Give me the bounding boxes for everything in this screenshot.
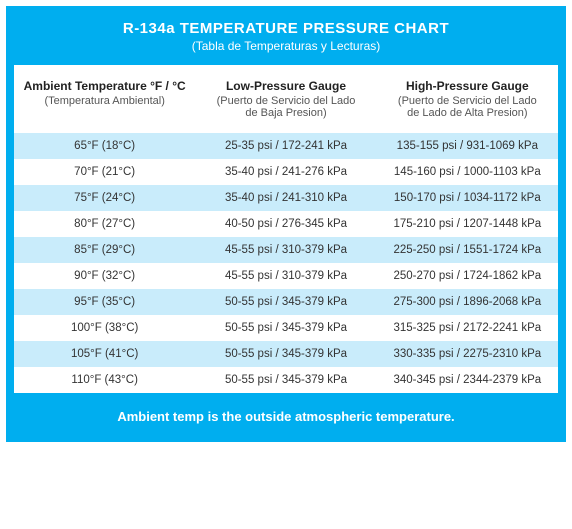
col-title: High-Pressure Gauge [406,79,529,93]
cell-temp: 90°F (32°C) [14,263,195,289]
cell-low: 50-55 psi / 345-379 kPa [195,367,376,393]
cell-high: 340-345 psi / 2344-2379 kPa [377,367,558,393]
cell-high: 330-335 psi / 2275-2310 kPa [377,341,558,367]
cell-temp: 105°F (41°C) [14,341,195,367]
col-title: Low-Pressure Gauge [226,79,346,93]
cell-temp: 100°F (38°C) [14,315,195,341]
footer-text: Ambient temp is the outside atmospheric … [117,409,454,424]
cell-high: 145-160 psi / 1000-1103 kPa [377,159,558,185]
cell-low: 25-35 psi / 172-241 kPa [195,133,376,159]
chart-subtitle: (Tabla de Temperaturas y Lecturas) [16,39,556,53]
table-body: 65°F (18°C) 25-35 psi / 172-241 kPa 135-… [14,133,558,393]
chart-title: R-134a TEMPERATURE PRESSURE CHART [16,20,556,37]
table-row: 85°F (29°C) 45-55 psi / 310-379 kPa 225-… [14,237,558,263]
cell-temp: 65°F (18°C) [14,133,195,159]
cell-low: 50-55 psi / 345-379 kPa [195,315,376,341]
cell-low: 45-55 psi / 310-379 kPa [195,263,376,289]
cell-high: 275-300 psi / 1896-2068 kPa [377,289,558,315]
col-header-ambient: Ambient Temperature °F / °C (Temperatura… [14,65,195,133]
col-sub: (Puerto de Servicio del Lado [201,95,370,107]
col-sub2: de Baja Presion) [201,107,370,119]
cell-low: 50-55 psi / 345-379 kPa [195,289,376,315]
table-row: 70°F (21°C) 35-40 psi / 241-276 kPa 145-… [14,159,558,185]
cell-high: 250-270 psi / 1724-1862 kPa [377,263,558,289]
cell-temp: 75°F (24°C) [14,185,195,211]
cell-high: 135-155 psi / 931-1069 kPa [377,133,558,159]
table-row: 90°F (32°C) 45-55 psi / 310-379 kPa 250-… [14,263,558,289]
chart-body: Ambient Temperature °F / °C (Temperatura… [14,65,558,393]
col-title: Ambient Temperature °F / °C [24,79,186,93]
cell-temp: 110°F (43°C) [14,367,195,393]
table-row: 95°F (35°C) 50-55 psi / 345-379 kPa 275-… [14,289,558,315]
cell-temp: 70°F (21°C) [14,159,195,185]
col-sub: (Puerto de Servicio del Lado [383,95,552,107]
table-row: 105°F (41°C) 50-55 psi / 345-379 kPa 330… [14,341,558,367]
cell-low: 35-40 psi / 241-310 kPa [195,185,376,211]
col-header-low: Low-Pressure Gauge (Puerto de Servicio d… [195,65,376,133]
table-header-row: Ambient Temperature °F / °C (Temperatura… [14,65,558,133]
chart-header: R-134a TEMPERATURE PRESSURE CHART (Tabla… [6,6,566,65]
table-row: 75°F (24°C) 35-40 psi / 241-310 kPa 150-… [14,185,558,211]
col-sub2: de Lado de Alta Presion) [383,107,552,119]
chart-container: R-134a TEMPERATURE PRESSURE CHART (Tabla… [6,6,566,442]
cell-low: 35-40 psi / 241-276 kPa [195,159,376,185]
cell-temp: 80°F (27°C) [14,211,195,237]
cell-low: 50-55 psi / 345-379 kPa [195,341,376,367]
cell-high: 175-210 psi / 1207-1448 kPa [377,211,558,237]
table-row: 80°F (27°C) 40-50 psi / 276-345 kPa 175-… [14,211,558,237]
cell-high: 150-170 psi / 1034-1172 kPa [377,185,558,211]
cell-high: 315-325 psi / 2172-2241 kPa [377,315,558,341]
cell-low: 40-50 psi / 276-345 kPa [195,211,376,237]
cell-temp: 95°F (35°C) [14,289,195,315]
cell-high: 225-250 psi / 1551-1724 kPa [377,237,558,263]
cell-low: 45-55 psi / 310-379 kPa [195,237,376,263]
chart-footer: Ambient temp is the outside atmospheric … [6,393,566,442]
table-row: 110°F (43°C) 50-55 psi / 345-379 kPa 340… [14,367,558,393]
col-sub: (Temperatura Ambiental) [20,95,189,107]
pressure-table: Ambient Temperature °F / °C (Temperatura… [14,65,558,393]
table-row: 100°F (38°C) 50-55 psi / 345-379 kPa 315… [14,315,558,341]
col-header-high: High-Pressure Gauge (Puerto de Servicio … [377,65,558,133]
table-row: 65°F (18°C) 25-35 psi / 172-241 kPa 135-… [14,133,558,159]
cell-temp: 85°F (29°C) [14,237,195,263]
